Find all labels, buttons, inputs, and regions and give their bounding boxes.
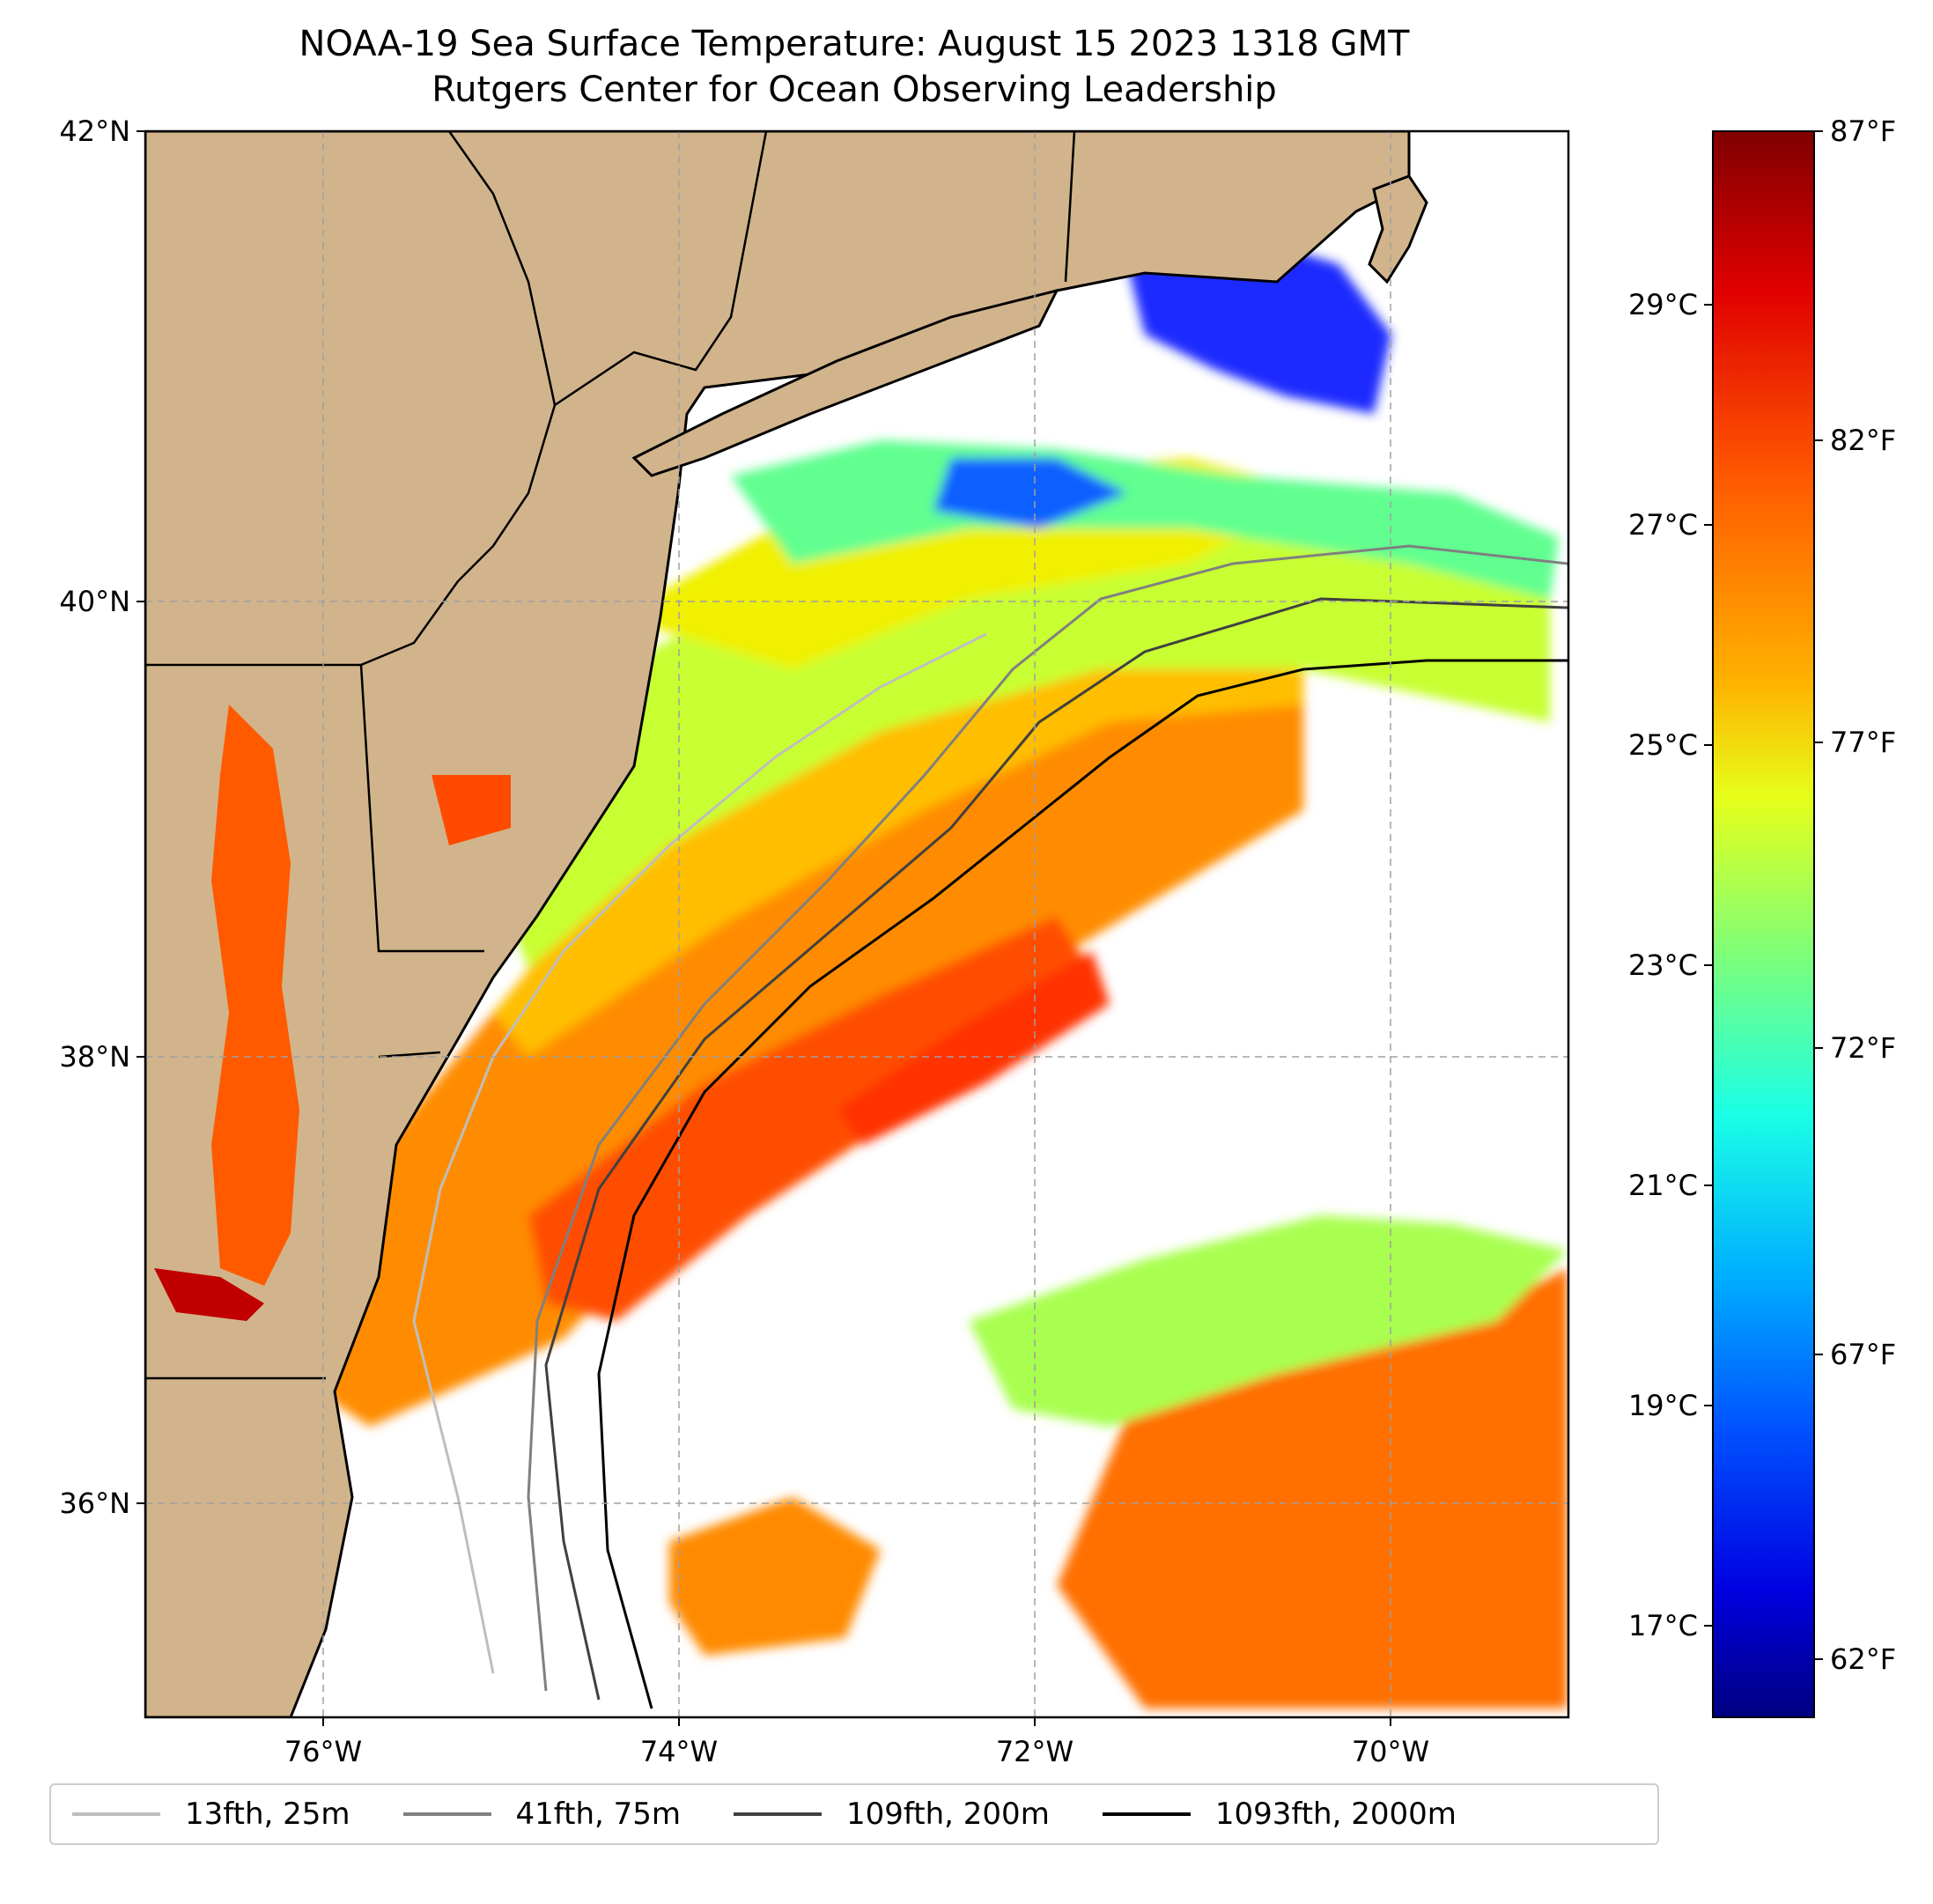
celsius-tick-label: 17°C bbox=[1628, 1609, 1698, 1642]
celsius-tick-label: 25°C bbox=[1628, 728, 1698, 762]
lat-tick-label: 42°N bbox=[59, 114, 130, 148]
legend-item-2000m: 1093fth, 2000m bbox=[1102, 1797, 1457, 1832]
celsius-tick-label: 27°C bbox=[1628, 508, 1698, 542]
fahrenheit-tick-label: 77°F bbox=[1830, 726, 1896, 759]
fahrenheit-tick-label: 87°F bbox=[1830, 114, 1896, 148]
legend-item-200m: 109fth, 200m bbox=[734, 1797, 1050, 1832]
lat-tick-label: 38°N bbox=[59, 1040, 130, 1074]
map-frame bbox=[144, 129, 1570, 1719]
legend-swatch bbox=[1102, 1812, 1191, 1816]
isobath-contours bbox=[412, 544, 1568, 1709]
legend-label: 1093fth, 2000m bbox=[1214, 1797, 1457, 1832]
figure-title: NOAA-19 Sea Surface Temperature: August … bbox=[0, 21, 1708, 113]
legend-swatch bbox=[72, 1812, 160, 1816]
celsius-tick-label: 29°C bbox=[1628, 288, 1698, 321]
legend-swatch bbox=[734, 1812, 823, 1816]
lon-tick-label: 74°W bbox=[640, 1735, 718, 1768]
celsius-tick-label: 21°C bbox=[1628, 1169, 1698, 1202]
lon-tick-label: 76°W bbox=[284, 1735, 362, 1768]
lat-tick-label: 36°N bbox=[59, 1487, 130, 1520]
lon-tick-label: 70°W bbox=[1352, 1735, 1429, 1768]
fahrenheit-tick-label: 72°F bbox=[1830, 1031, 1896, 1065]
isobath-legend: 13fth, 25m 41fth, 75m 109fth, 200m 1093f… bbox=[49, 1783, 1659, 1845]
legend-label: 41fth, 75m bbox=[515, 1797, 682, 1832]
legend-label: 13fth, 25m bbox=[185, 1797, 350, 1832]
lon-tick-label: 72°W bbox=[996, 1735, 1073, 1768]
legend-swatch bbox=[402, 1812, 491, 1816]
lat-tick-label: 40°N bbox=[59, 585, 130, 618]
title-line-2: Rutgers Center for Ocean Observing Leade… bbox=[432, 70, 1277, 110]
celsius-tick-label: 19°C bbox=[1628, 1389, 1698, 1422]
celsius-tick-label: 23°C bbox=[1628, 948, 1698, 982]
legend-item-25m: 13fth, 25m bbox=[72, 1797, 350, 1832]
legend-label: 109fth, 200m bbox=[846, 1797, 1050, 1832]
colorbar-gradient bbox=[1712, 130, 1815, 1718]
lat-axis: 42°N 40°N 38°N 36°N bbox=[59, 114, 145, 1520]
fahrenheit-tick-label: 82°F bbox=[1830, 424, 1896, 457]
colorbar: 29°C 27°C 25°C 23°C 21°C 19°C 17°C 87°F … bbox=[1628, 114, 1896, 1718]
fahrenheit-tick-label: 67°F bbox=[1830, 1338, 1896, 1371]
title-line-1: NOAA-19 Sea Surface Temperature: August … bbox=[299, 24, 1410, 64]
gridlines bbox=[145, 131, 1568, 1717]
legend-item-75m: 41fth, 75m bbox=[402, 1797, 682, 1832]
map-canvas bbox=[145, 131, 1568, 1717]
land-layer bbox=[145, 131, 1428, 1717]
fahrenheit-tick-label: 62°F bbox=[1830, 1642, 1896, 1676]
lon-axis: 76°W 74°W 72°W 70°W bbox=[284, 1717, 1429, 1768]
